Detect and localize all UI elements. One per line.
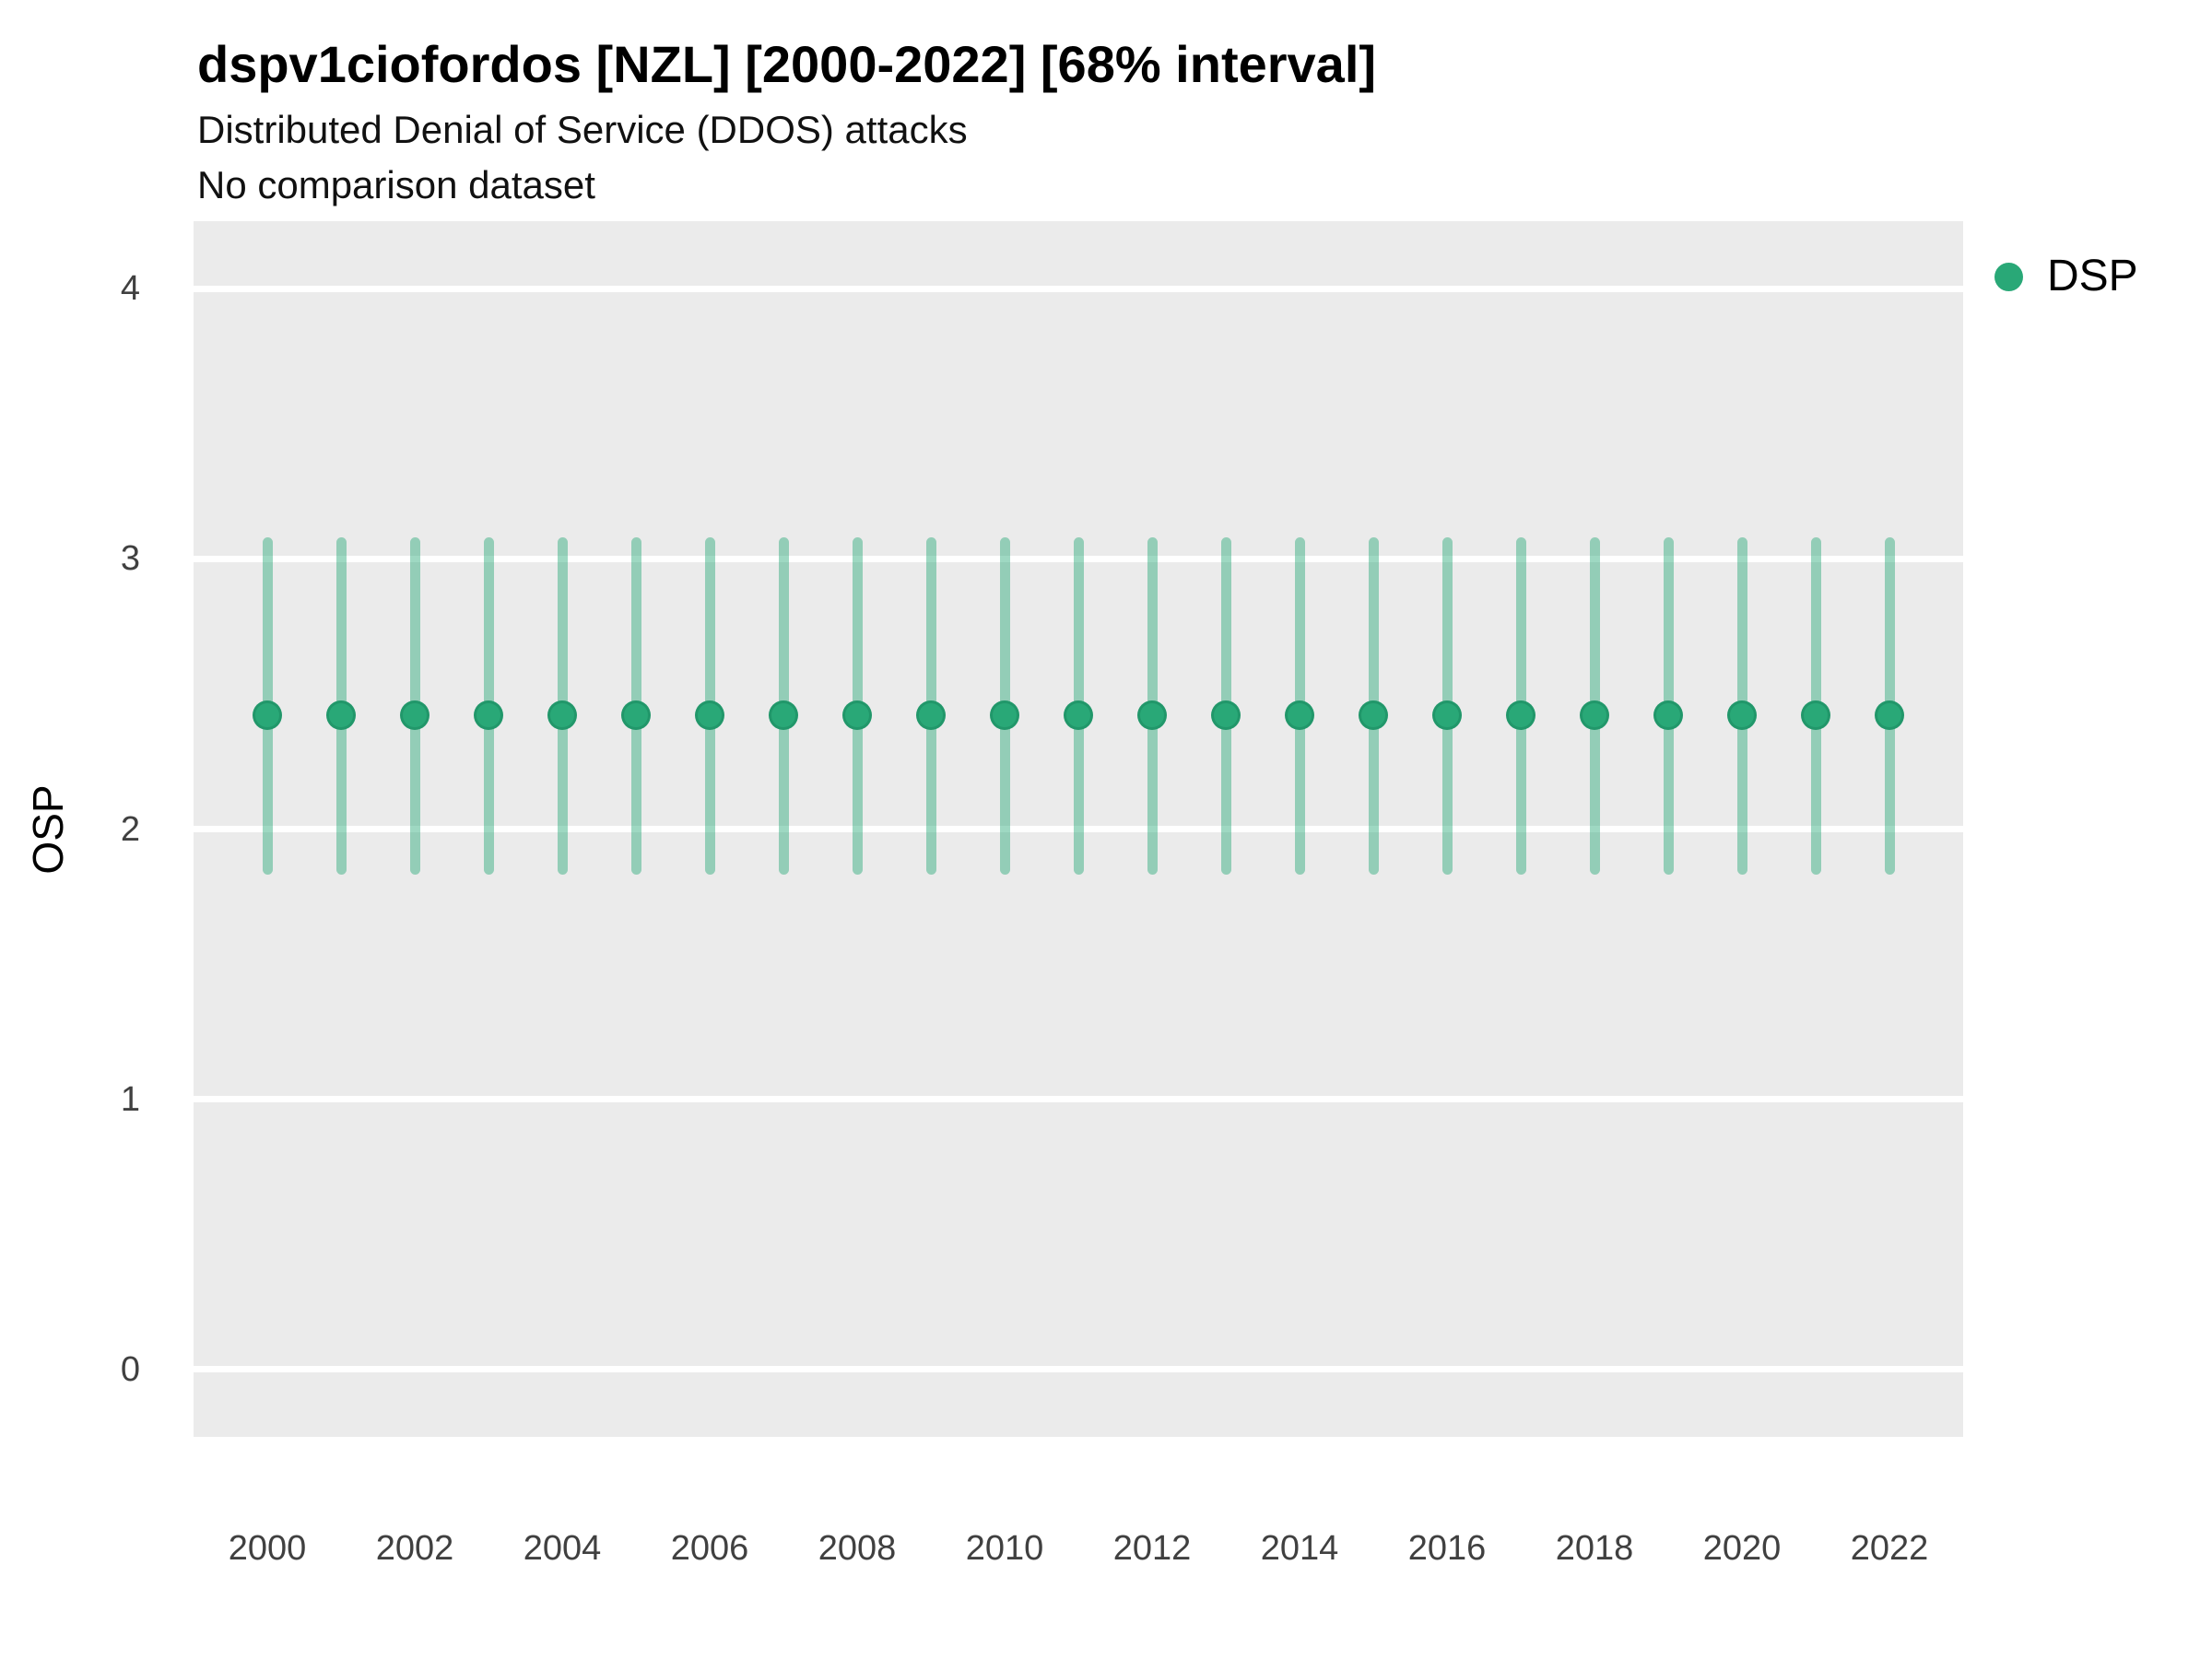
x-tick-label: 2018 xyxy=(1555,1529,1634,1568)
x-tick-label: 2004 xyxy=(523,1529,602,1568)
y-tick-label: 0 xyxy=(120,1349,140,1389)
legend-label: DSP xyxy=(2047,252,2138,300)
x-tick-label: 2022 xyxy=(1850,1529,1929,1568)
data-point xyxy=(621,700,651,731)
x-tick-label: 2020 xyxy=(1702,1529,1782,1568)
gridline-y-1 xyxy=(194,1096,1963,1103)
x-tick-label: 2000 xyxy=(228,1529,307,1568)
x-tick-label: 2008 xyxy=(818,1529,897,1568)
data-point xyxy=(769,700,798,731)
legend-point-icon xyxy=(1994,262,2023,291)
x-tick-label: 2016 xyxy=(1407,1529,1487,1568)
y-tick-label: 3 xyxy=(120,539,140,579)
data-point xyxy=(916,700,946,731)
data-point xyxy=(1653,700,1683,731)
gridline-y-0 xyxy=(194,1366,1963,1373)
data-point xyxy=(1727,700,1757,731)
data-point xyxy=(400,700,429,731)
plot-panel xyxy=(194,221,1963,1437)
chart-title: dspv1ciofordos [NZL] [2000-2022] [68% in… xyxy=(197,35,1377,93)
x-tick-label: 2002 xyxy=(375,1529,454,1568)
x-tick-label: 2014 xyxy=(1260,1529,1339,1568)
gridline-y-3 xyxy=(194,555,1963,562)
y-tick-label: 2 xyxy=(120,809,140,849)
data-point xyxy=(842,700,872,731)
chart-subtitle: Distributed Denial of Service (DDOS) att… xyxy=(197,108,968,151)
data-point xyxy=(1580,700,1609,731)
data-point xyxy=(1432,700,1462,731)
x-tick-label: 2012 xyxy=(1112,1529,1192,1568)
data-point xyxy=(474,700,503,731)
data-point xyxy=(1064,700,1093,731)
data-point xyxy=(1875,700,1904,731)
x-tick-label: 2006 xyxy=(670,1529,749,1568)
data-point xyxy=(1211,700,1241,731)
data-point xyxy=(253,700,282,731)
data-point xyxy=(1359,700,1388,731)
chart-note: No comparison dataset xyxy=(197,163,595,206)
data-point xyxy=(1137,700,1167,731)
data-point xyxy=(547,700,577,731)
data-point xyxy=(695,700,724,731)
y-tick-label: 1 xyxy=(120,1079,140,1119)
data-point xyxy=(326,700,356,731)
x-tick-label: 2010 xyxy=(965,1529,1044,1568)
data-point xyxy=(1506,700,1535,731)
gridline-y-2 xyxy=(194,826,1963,832)
legend: DSP xyxy=(1994,247,2138,306)
gridline-y-4 xyxy=(194,285,1963,292)
data-point xyxy=(990,700,1019,731)
data-point xyxy=(1801,700,1830,731)
data-point xyxy=(1285,700,1314,731)
y-tick-label: 4 xyxy=(120,269,140,309)
